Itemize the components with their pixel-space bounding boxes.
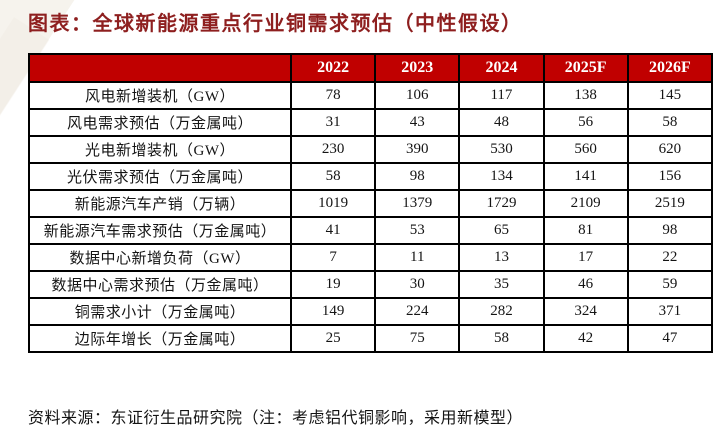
- value-cell: 48: [458, 108, 545, 137]
- value-cell: 81: [542, 216, 629, 245]
- value-cell: 78: [289, 81, 377, 110]
- header-cell-year: 2026F: [626, 53, 714, 83]
- value-cell: 75: [374, 324, 461, 353]
- value-cell: 98: [626, 216, 714, 245]
- table-row: 新能源汽车产销（万辆） 1019 1379 1729 2109 2519: [28, 189, 714, 218]
- row-label: 新能源汽车产销（万辆）: [28, 189, 292, 218]
- value-cell: 19: [289, 270, 377, 299]
- table-row: 光伏需求预估（万金属吨） 58 98 134 141 156: [28, 162, 714, 191]
- table-row: 新能源汽车需求预估（万金属吨） 41 53 65 81 98: [28, 216, 714, 245]
- row-label: 数据中心新增负荷（GW）: [28, 243, 292, 272]
- value-cell: 56: [542, 108, 629, 137]
- value-cell: 30: [374, 270, 461, 299]
- table-header-row: 2022 2023 2024 2025F 2026F: [28, 53, 714, 83]
- value-cell: 59: [626, 270, 714, 299]
- row-label: 边际年增长（万金属吨）: [28, 324, 292, 353]
- value-cell: 156: [626, 162, 714, 191]
- value-cell: 22: [626, 243, 714, 272]
- figure-title: 图表：全球新能源重点行业铜需求预估（中性假设）: [28, 13, 523, 35]
- table-row: 风电需求预估（万金属吨） 31 43 48 56 58: [28, 108, 714, 137]
- value-cell: 149: [289, 297, 377, 326]
- value-cell: 17: [542, 243, 629, 272]
- value-cell: 560: [542, 135, 629, 164]
- value-cell: 7: [289, 243, 377, 272]
- value-cell: 106: [374, 81, 461, 110]
- row-label: 光电新增装机（GW）: [28, 135, 292, 164]
- value-cell: 530: [458, 135, 545, 164]
- value-cell: 1729: [458, 189, 545, 218]
- value-cell: 65: [458, 216, 545, 245]
- value-cell: 282: [458, 297, 545, 326]
- table-header: 2022 2023 2024 2025F 2026F: [28, 53, 714, 83]
- value-cell: 25: [289, 324, 377, 353]
- value-cell: 58: [626, 108, 714, 137]
- header-cell-year: 2025F: [542, 53, 629, 83]
- value-cell: 31: [289, 108, 377, 137]
- row-label: 铜需求小计（万金属吨）: [28, 297, 292, 326]
- value-cell: 224: [374, 297, 461, 326]
- value-cell: 42: [542, 324, 629, 353]
- row-label: 光伏需求预估（万金属吨）: [28, 162, 292, 191]
- value-cell: 138: [542, 81, 629, 110]
- value-cell: 371: [626, 297, 714, 326]
- table-row: 铜需求小计（万金属吨） 149 224 282 324 371: [28, 297, 714, 326]
- value-cell: 58: [458, 324, 545, 353]
- value-cell: 230: [289, 135, 377, 164]
- value-cell: 134: [458, 162, 545, 191]
- value-cell: 13: [458, 243, 545, 272]
- value-cell: 145: [626, 81, 714, 110]
- value-cell: 141: [542, 162, 629, 191]
- value-cell: 41: [289, 216, 377, 245]
- header-cell-year: 2023: [374, 53, 461, 83]
- value-cell: 43: [374, 108, 461, 137]
- row-label: 风电新增装机（GW）: [28, 81, 292, 110]
- table-row: 边际年增长（万金属吨） 25 75 58 42 47: [28, 324, 714, 353]
- copper-demand-table: 2022 2023 2024 2025F 2026F 风电新增装机（GW） 78 106 11…: [28, 53, 714, 353]
- table-row: 数据中心新增负荷（GW） 7 11 13 17 22: [28, 243, 714, 272]
- row-label: 风电需求预估（万金属吨）: [28, 108, 292, 137]
- header-cell-year: 2024: [458, 53, 545, 83]
- value-cell: 117: [458, 81, 545, 110]
- value-cell: 58: [289, 162, 377, 191]
- header-cell-empty: [28, 53, 292, 83]
- table-row: 数据中心需求预估（万金属吨） 19 30 35 46 59: [28, 270, 714, 299]
- table-row: 光电新增装机（GW） 230 390 530 560 620: [28, 135, 714, 164]
- header-cell-year: 2022: [289, 53, 377, 83]
- value-cell: 620: [626, 135, 714, 164]
- table-row: 风电新增装机（GW） 78 106 117 138 145: [28, 81, 714, 110]
- value-cell: 1379: [374, 189, 461, 218]
- value-cell: 46: [542, 270, 629, 299]
- value-cell: 324: [542, 297, 629, 326]
- table-body: 风电新增装机（GW） 78 106 117 138 145 风电需求预估（万金属吨） 31 43…: [28, 81, 714, 353]
- value-cell: 2109: [542, 189, 629, 218]
- value-cell: 53: [374, 216, 461, 245]
- source-note: 资料来源：东证衍生品研究院（注：考虑铝代铜影响，采用新模型）: [28, 410, 524, 427]
- value-cell: 47: [626, 324, 714, 353]
- value-cell: 2519: [626, 189, 714, 218]
- value-cell: 1019: [289, 189, 377, 218]
- row-label: 数据中心需求预估（万金属吨）: [28, 270, 292, 299]
- value-cell: 35: [458, 270, 545, 299]
- value-cell: 390: [374, 135, 461, 164]
- row-label: 新能源汽车需求预估（万金属吨）: [28, 216, 292, 245]
- value-cell: 98: [374, 162, 461, 191]
- value-cell: 11: [374, 243, 461, 272]
